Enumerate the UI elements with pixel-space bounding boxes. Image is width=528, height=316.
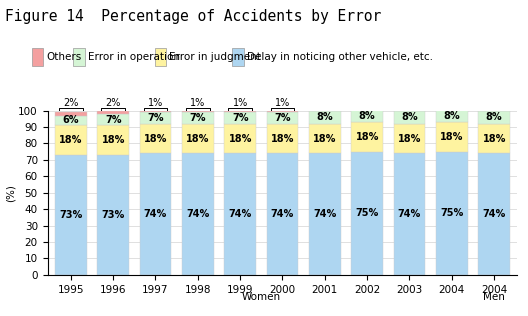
Bar [97, 155, 129, 275]
Bar [351, 152, 383, 275]
Bar [393, 124, 426, 153]
Bar [224, 124, 256, 153]
Text: Figure 14  Percentage of Accidents by Error: Figure 14 Percentage of Accidents by Err… [5, 9, 382, 24]
Bar [139, 112, 172, 124]
Text: Delay in noticing other vehicle, etc.: Delay in noticing other vehicle, etc. [247, 52, 432, 62]
Text: 7%: 7% [190, 113, 206, 123]
Text: 6%: 6% [62, 115, 79, 125]
Bar [182, 112, 214, 124]
Text: 18%: 18% [398, 134, 421, 143]
Text: 75%: 75% [355, 208, 379, 218]
Text: Error in operation: Error in operation [88, 52, 180, 62]
Text: 8%: 8% [444, 111, 460, 120]
Bar [351, 122, 383, 152]
Text: 18%: 18% [186, 134, 210, 143]
Text: 1%: 1% [232, 98, 248, 108]
Text: 18%: 18% [483, 134, 506, 143]
Text: 74%: 74% [483, 209, 506, 219]
Bar [267, 111, 298, 112]
Text: 2%: 2% [63, 98, 79, 108]
Bar [182, 124, 214, 153]
Text: 8%: 8% [486, 112, 503, 122]
Text: 8%: 8% [359, 111, 375, 120]
Bar [139, 124, 172, 153]
Text: 7%: 7% [232, 113, 248, 123]
Bar [139, 111, 172, 112]
Bar [393, 153, 426, 275]
Bar [139, 153, 172, 275]
Text: 75%: 75% [440, 208, 464, 218]
Bar [309, 111, 341, 124]
Text: 74%: 74% [144, 209, 167, 219]
Text: 18%: 18% [59, 135, 82, 145]
Text: 74%: 74% [313, 209, 336, 219]
Bar [182, 153, 214, 275]
Bar [309, 153, 341, 275]
Text: Men: Men [483, 292, 505, 302]
Text: 74%: 74% [271, 209, 294, 219]
Text: 18%: 18% [144, 134, 167, 143]
Text: 1%: 1% [148, 98, 163, 108]
Text: 7%: 7% [105, 115, 121, 125]
Bar [267, 112, 298, 124]
Text: 73%: 73% [101, 210, 125, 220]
Text: 7%: 7% [274, 113, 291, 123]
Text: 7%: 7% [147, 113, 164, 123]
Text: 74%: 74% [186, 209, 210, 219]
Text: 18%: 18% [313, 134, 336, 143]
Text: 8%: 8% [316, 112, 333, 122]
Text: 73%: 73% [59, 210, 82, 220]
Bar [309, 124, 341, 153]
Text: 74%: 74% [398, 209, 421, 219]
Text: 74%: 74% [229, 209, 252, 219]
Bar [55, 155, 87, 275]
Text: 1%: 1% [190, 98, 205, 108]
Bar [436, 152, 468, 275]
Text: 18%: 18% [229, 134, 252, 143]
Text: 18%: 18% [440, 132, 464, 142]
Bar [182, 111, 214, 112]
Bar [478, 111, 510, 124]
Text: 18%: 18% [101, 135, 125, 145]
Bar [55, 116, 87, 125]
Bar [224, 153, 256, 275]
Text: 2%: 2% [106, 98, 121, 108]
Bar [267, 124, 298, 153]
Text: 1%: 1% [275, 98, 290, 108]
Text: 18%: 18% [271, 134, 294, 143]
Y-axis label: (%): (%) [5, 184, 15, 202]
Bar [97, 114, 129, 125]
Bar [436, 122, 468, 152]
Bar [436, 109, 468, 122]
Text: 8%: 8% [401, 112, 418, 122]
Bar [224, 111, 256, 112]
Text: Others: Others [46, 52, 81, 62]
Bar [478, 153, 510, 275]
Bar [97, 125, 129, 155]
Text: Women: Women [242, 292, 281, 302]
Text: Error in judgment: Error in judgment [169, 52, 261, 62]
Bar [478, 124, 510, 153]
Bar [224, 112, 256, 124]
Bar [97, 111, 129, 114]
Bar [267, 153, 298, 275]
Bar [351, 109, 383, 122]
Bar [55, 112, 87, 116]
Bar [55, 125, 87, 155]
Bar [393, 111, 426, 124]
Text: 18%: 18% [355, 132, 379, 142]
